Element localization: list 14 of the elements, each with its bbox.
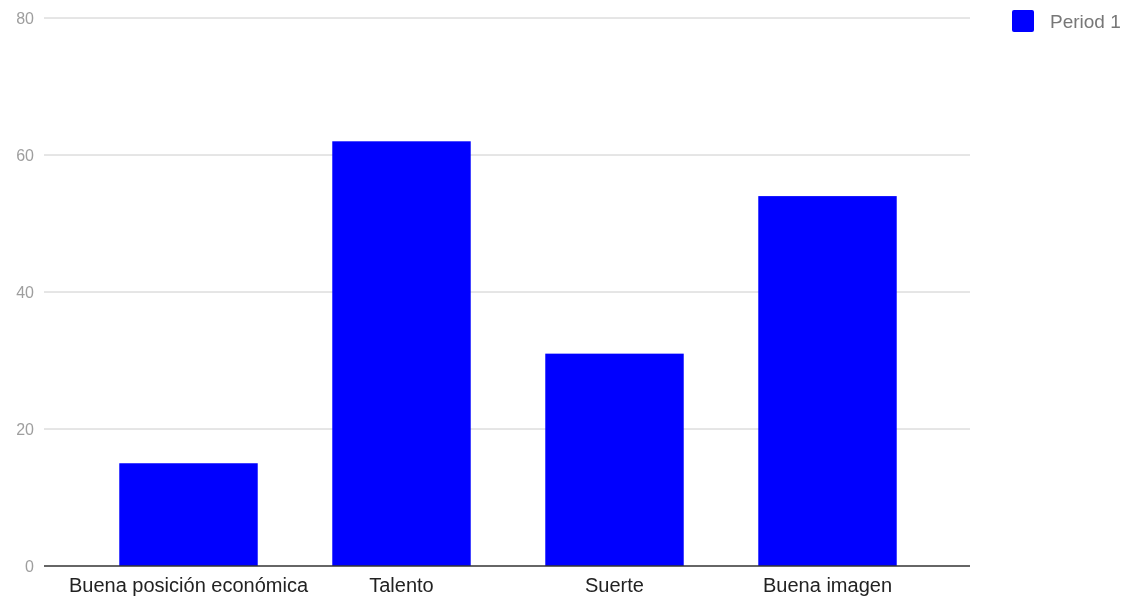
x-tick-label: Talento bbox=[369, 574, 434, 597]
legend-label: Period 1 bbox=[1050, 11, 1121, 32]
bar bbox=[758, 196, 897, 566]
y-tick-label: 80 bbox=[16, 9, 35, 27]
bar bbox=[545, 353, 684, 566]
y-tick-label: 40 bbox=[16, 283, 35, 301]
x-tick-label: Buena posición económica bbox=[68, 574, 309, 597]
y-tick-label: 0 bbox=[25, 557, 35, 575]
y-tick-label: 60 bbox=[16, 146, 35, 164]
bar bbox=[332, 141, 471, 566]
y-tick-label: 20 bbox=[16, 420, 35, 438]
x-tick-label: Suerte bbox=[585, 574, 644, 597]
bar bbox=[119, 463, 258, 566]
x-tick-label: Buena imagen bbox=[763, 574, 892, 597]
